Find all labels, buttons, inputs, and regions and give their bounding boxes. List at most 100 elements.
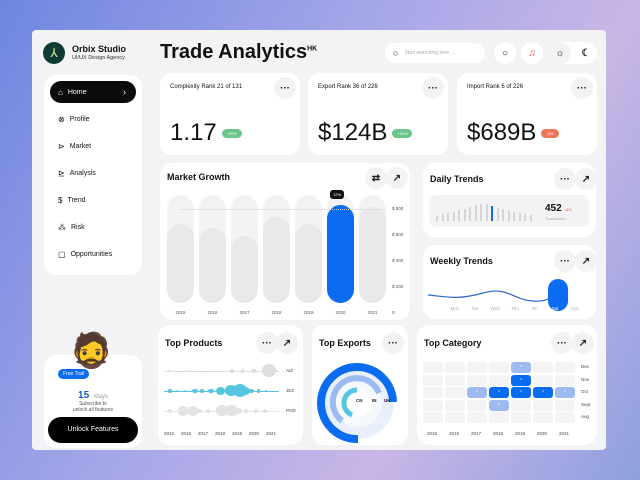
heatmap-cell[interactable] — [445, 374, 465, 386]
weekday-label: Tue — [471, 306, 479, 311]
stat-label: Complexity Rank 21 of 131 — [170, 84, 243, 90]
unlock-features-button[interactable]: Unlock Features — [48, 417, 138, 443]
heatmap-cell[interactable] — [445, 362, 465, 373]
heatmap-cell[interactable] — [423, 362, 443, 373]
heatmap-cell[interactable] — [445, 399, 465, 411]
heatmap-cell[interactable] — [423, 387, 443, 398]
y-tick-label: $ 600 — [392, 232, 404, 237]
x-tick-label: 2017 — [198, 431, 209, 436]
heatmap-cell[interactable] — [555, 362, 575, 373]
daily-bar — [502, 209, 504, 221]
moon-icon[interactable]: ☾ — [575, 42, 597, 64]
heatmap-cell[interactable]: ▫ — [489, 399, 509, 411]
search-input[interactable]: ○ Start searching here ... — [385, 43, 485, 63]
heatmap-cell[interactable] — [445, 412, 465, 423]
daily-chart: 452 -8% Transaction — [429, 195, 589, 227]
product-bubble — [216, 386, 226, 395]
heatmap-cell[interactable] — [445, 387, 465, 398]
heatmap-cell[interactable] — [533, 362, 553, 373]
product-bubble — [177, 406, 189, 416]
heatmap-cell[interactable] — [555, 412, 575, 423]
heatmap-cell[interactable] — [533, 399, 553, 411]
heatmap-cell[interactable]: ▫ — [555, 387, 575, 398]
product-bubble — [225, 405, 238, 417]
heatmap-cell[interactable]: ▫ — [511, 374, 531, 386]
daily-bar — [491, 206, 493, 221]
x-tick-label: 2015 — [427, 431, 438, 436]
heatmap-cell[interactable] — [423, 399, 443, 411]
x-tick-label: 2016 — [207, 310, 218, 315]
x-tick-label: 2017 — [471, 431, 482, 436]
more-icon[interactable]: ··· — [382, 332, 404, 354]
heatmap-cell[interactable] — [489, 362, 509, 373]
heatmap-cell[interactable] — [511, 399, 531, 411]
expand-arrow-icon[interactable]: ↗ — [572, 332, 594, 354]
heatmap-cell[interactable] — [467, 399, 487, 411]
more-icon[interactable]: ··· — [422, 77, 444, 99]
theme-toggle[interactable]: ☼ ☾ — [549, 42, 597, 64]
heatmap-cell[interactable] — [489, 412, 509, 423]
heatmap-cell[interactable] — [555, 399, 575, 411]
daily-bar — [441, 214, 444, 221]
x-tick-label: 2020 — [537, 431, 548, 436]
expand-arrow-icon[interactable]: ↗ — [575, 250, 597, 272]
sidebar-item-label: Profile — [69, 115, 90, 123]
expand-arrow-icon[interactable]: ↗ — [386, 167, 408, 189]
heatmap-cell[interactable] — [533, 374, 553, 386]
y-tick-label: 0 — [392, 310, 395, 315]
x-tick-label: 2016 — [449, 431, 460, 436]
filter-icon[interactable]: ⇄ — [365, 167, 387, 189]
heatmap-cell[interactable]: ▫ — [511, 362, 531, 373]
x-tick-label: 2019 — [232, 431, 243, 436]
free-trial-badge: Free Trail — [58, 369, 90, 379]
more-icon[interactable]: ··· — [256, 332, 278, 354]
stat-value: $689B -5% — [467, 119, 559, 147]
product-bubble — [234, 407, 242, 415]
sidebar-item-market[interactable]: ⊳ Market — [50, 135, 136, 157]
heatmap-cell[interactable] — [467, 374, 487, 386]
weekday-label: Wed — [490, 306, 500, 311]
chevron-right-icon: › — [123, 87, 126, 97]
heatmap-cell[interactable]: ▫ — [489, 387, 509, 398]
product-bubble — [199, 370, 202, 372]
promo-card: 🧔 Free Trail 15 /days Subscribe to unloc… — [44, 332, 142, 448]
heatmap-cell[interactable]: ▫ — [511, 387, 531, 398]
more-icon[interactable]: ··· — [554, 250, 576, 272]
product-bubble — [244, 409, 248, 413]
sidebar-item-risk[interactable]: ⁂ Risk — [50, 216, 136, 238]
heatmap-cell[interactable] — [423, 374, 443, 386]
product-bubble — [230, 369, 234, 373]
product-bubble — [240, 386, 250, 395]
heatmap-cell[interactable] — [533, 412, 553, 423]
stat-card: Complexity Rank 21 of 131 ··· 1.17 +20% — [160, 73, 300, 155]
notification-icon[interactable]: ♫ — [521, 42, 543, 64]
more-icon[interactable]: ··· — [274, 77, 296, 99]
search-button[interactable]: ○ — [494, 42, 516, 64]
heatmap-cell[interactable] — [511, 412, 531, 423]
expand-arrow-icon[interactable]: ↗ — [575, 168, 597, 190]
x-tick-label: 2019 — [303, 310, 314, 315]
product-label: JEZ — [286, 388, 295, 393]
expand-arrow-icon[interactable]: ↗ — [276, 332, 298, 354]
sidebar-item-profile[interactable]: ⊗ Profile — [50, 108, 136, 130]
more-icon[interactable]: ··· — [554, 168, 576, 190]
selected-day-marker[interactable] — [548, 279, 568, 311]
weekday-label: Thu — [511, 306, 519, 311]
heatmap-cell[interactable] — [423, 412, 443, 423]
sidebar-item-analysis[interactable]: ⊵ Analysis — [50, 162, 136, 184]
sidebar-item-home[interactable]: ⌂ Home › — [50, 81, 136, 103]
heatmap-cell[interactable] — [467, 362, 487, 373]
more-icon[interactable]: ··· — [571, 77, 593, 99]
heatmap-cell[interactable]: ▫ — [467, 387, 487, 398]
sidebar-item-opportunities[interactable]: ▢ Opportunities — [50, 243, 136, 265]
heatmap-cell[interactable]: ▫ — [533, 387, 553, 398]
sidebar-item-trend[interactable]: $ Trend — [50, 189, 136, 211]
product-bubble — [256, 389, 261, 393]
heatmap-cell[interactable] — [467, 412, 487, 423]
sun-icon[interactable]: ☼ — [549, 42, 571, 64]
product-track — [164, 371, 279, 372]
card-title: Top Products — [165, 338, 223, 348]
heatmap-cell[interactable] — [489, 374, 509, 386]
more-icon[interactable]: ··· — [551, 332, 573, 354]
heatmap-cell[interactable] — [555, 374, 575, 386]
